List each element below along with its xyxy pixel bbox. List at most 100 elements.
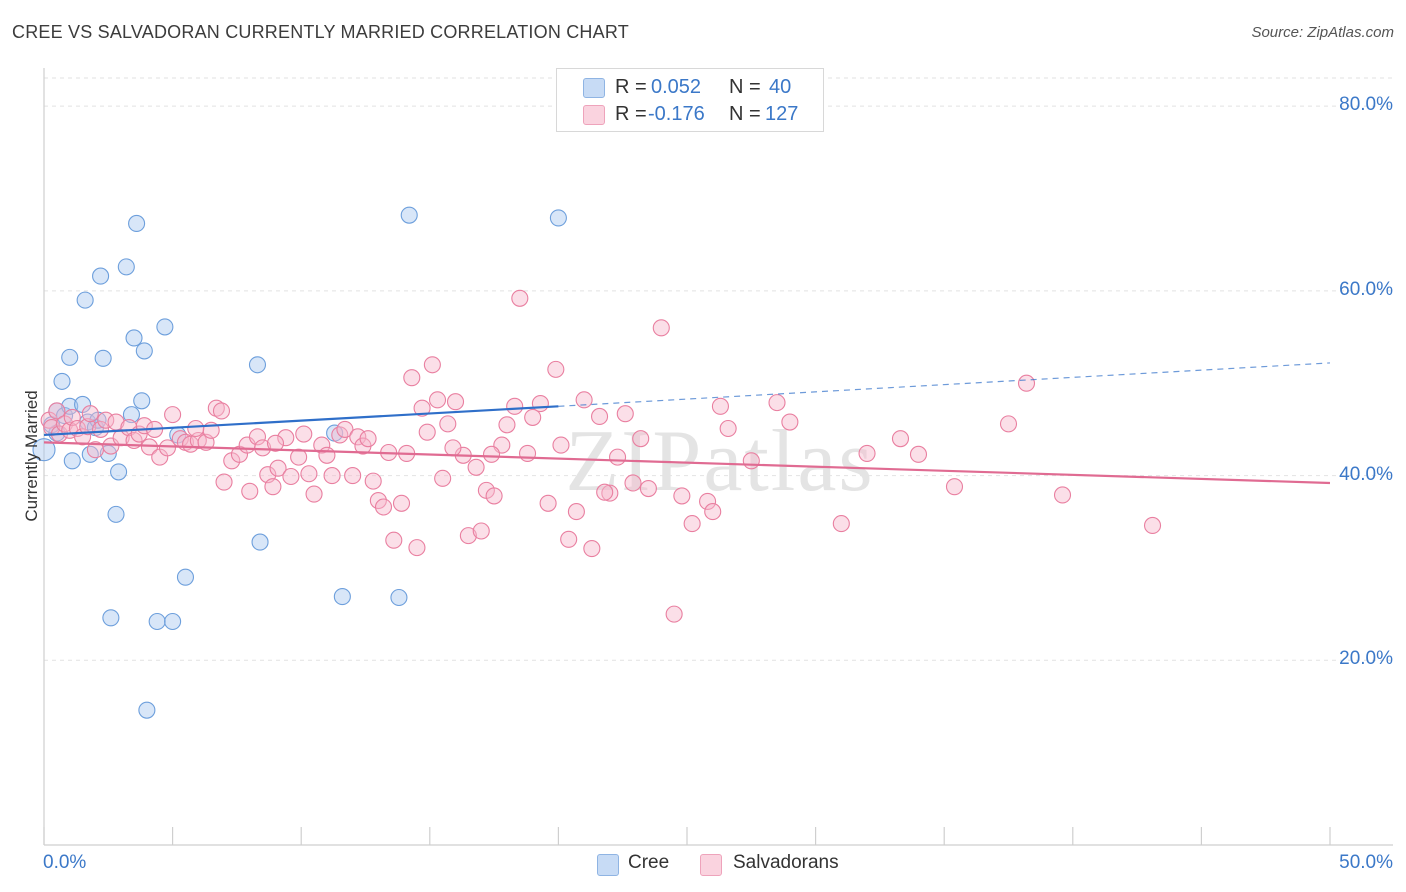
- cree-legend-swatch: [597, 854, 619, 876]
- salvadorans-point: [385, 531, 403, 549]
- r-label: R =: [615, 76, 653, 98]
- salvadorans-point: [1143, 516, 1162, 535]
- cree-legend-label: Cree: [628, 852, 670, 873]
- cree-point: [94, 349, 112, 367]
- salvadorans-point: [81, 405, 99, 423]
- cree-point: [251, 533, 269, 551]
- salvadorans-point: [364, 472, 382, 490]
- salvadorans-point: [583, 539, 601, 558]
- gridlines: [44, 77, 1393, 661]
- cree-point: [107, 505, 125, 523]
- salvadorans-point: [1053, 486, 1072, 504]
- source-label: Source: ZipAtlas.com: [1251, 24, 1394, 41]
- cree-point: [248, 356, 267, 374]
- salvadorans-point: [601, 484, 619, 502]
- salvadorans-point: [428, 391, 447, 409]
- salvadorans-point: [632, 430, 650, 448]
- salvadorans-trend-line: [43, 441, 1331, 485]
- salvadorans-point: [531, 395, 549, 413]
- salvadorans-point: [999, 415, 1018, 433]
- salvadorans-point: [719, 419, 737, 438]
- salvadorans-point: [403, 369, 421, 387]
- y-tick-label: 40.0%: [1339, 463, 1393, 485]
- n-value: 127: [765, 103, 799, 125]
- n-value: 40: [769, 76, 792, 98]
- salvadorans-point: [547, 360, 565, 378]
- salvadorans-point: [336, 420, 354, 438]
- cree-point: [122, 406, 140, 424]
- salvadorans-point: [215, 473, 233, 491]
- salvadorans-point: [323, 467, 341, 485]
- y-axis-label: Currently Married: [22, 390, 41, 522]
- salvadorans-swatch: [583, 105, 605, 125]
- cree-point: [125, 329, 143, 347]
- salvadorans-point: [742, 452, 760, 470]
- salvadorans-point: [241, 482, 259, 500]
- salvadorans-point: [266, 434, 285, 452]
- salvadorans-point: [482, 445, 501, 463]
- cree-point: [110, 463, 128, 481]
- salvadorans-point: [665, 605, 683, 623]
- cree-point: [117, 258, 135, 276]
- cree-point: [138, 701, 156, 719]
- salvadorans-point: [413, 399, 431, 417]
- salvadorans-point: [207, 399, 225, 417]
- legend-row-cree: R = 0.052 N = 40: [557, 74, 823, 102]
- cree-point: [176, 568, 195, 586]
- salvadorans-point: [683, 515, 701, 533]
- cree-point: [61, 348, 79, 366]
- salvadorans-point: [344, 467, 362, 485]
- salvadorans-point: [92, 420, 110, 438]
- salvadorans-point: [524, 408, 542, 426]
- salvadorans-point: [596, 483, 614, 501]
- salvadorans-point: [282, 467, 300, 486]
- salvadorans-point: [711, 397, 729, 415]
- salvadorans-point: [699, 492, 717, 510]
- salvadorans-point: [158, 439, 177, 457]
- salvadorans-point: [359, 430, 377, 448]
- salvadorans-point: [254, 439, 272, 457]
- salvadorans-point: [439, 415, 457, 433]
- salvadorans-point: [539, 494, 557, 512]
- salvadorans-point: [290, 448, 308, 466]
- cree-point: [81, 445, 99, 463]
- salvadorans-point: [418, 423, 436, 441]
- salvadorans-point: [616, 405, 634, 423]
- salvadorans-point: [472, 522, 490, 540]
- legend-row-salvadorans: R = -0.176 N = 127: [557, 101, 823, 129]
- salvadorans-point: [264, 478, 282, 496]
- salvadorans-point: [832, 515, 850, 533]
- salvadorans-point: [446, 393, 465, 411]
- salvadorans-point: [704, 503, 722, 521]
- salvadorans-point: [891, 430, 910, 448]
- salvadorans-point: [1017, 374, 1036, 392]
- y-tick-label: 80.0%: [1339, 94, 1393, 116]
- salvadorans-point: [408, 539, 426, 557]
- salvadorans-legend-swatch: [700, 854, 722, 876]
- r-value: -0.176: [648, 103, 705, 125]
- salvadorans-point: [511, 289, 529, 307]
- salvadorans-point: [300, 465, 318, 483]
- cree-point: [400, 206, 418, 224]
- salvadorans-point: [567, 503, 585, 521]
- salvadorans-point: [295, 425, 313, 443]
- salvadorans-point: [318, 446, 336, 464]
- salvadorans-point: [467, 458, 485, 476]
- axes: [43, 68, 1393, 846]
- trend-lines: [43, 362, 1331, 485]
- chart-title: CREE VS SALVADORAN CURRENTLY MARRIED COR…: [12, 22, 629, 42]
- cree-point: [92, 267, 110, 285]
- salvadorans-point: [212, 402, 231, 420]
- salvadorans-legend-label: Salvadorans: [733, 852, 839, 873]
- correlation-legend: R = 0.052 N = 40 R = -0.176 N = 127: [556, 68, 824, 132]
- salvadorans-point: [374, 498, 393, 516]
- salvadorans-point: [164, 406, 182, 424]
- salvadorans-point: [248, 428, 267, 446]
- salvadorans-point: [423, 356, 441, 374]
- cree-point: [53, 372, 71, 390]
- cree-point: [156, 318, 174, 336]
- salvadorans-point: [305, 485, 323, 503]
- cree-point: [135, 342, 153, 360]
- salvadorans-point: [909, 445, 928, 463]
